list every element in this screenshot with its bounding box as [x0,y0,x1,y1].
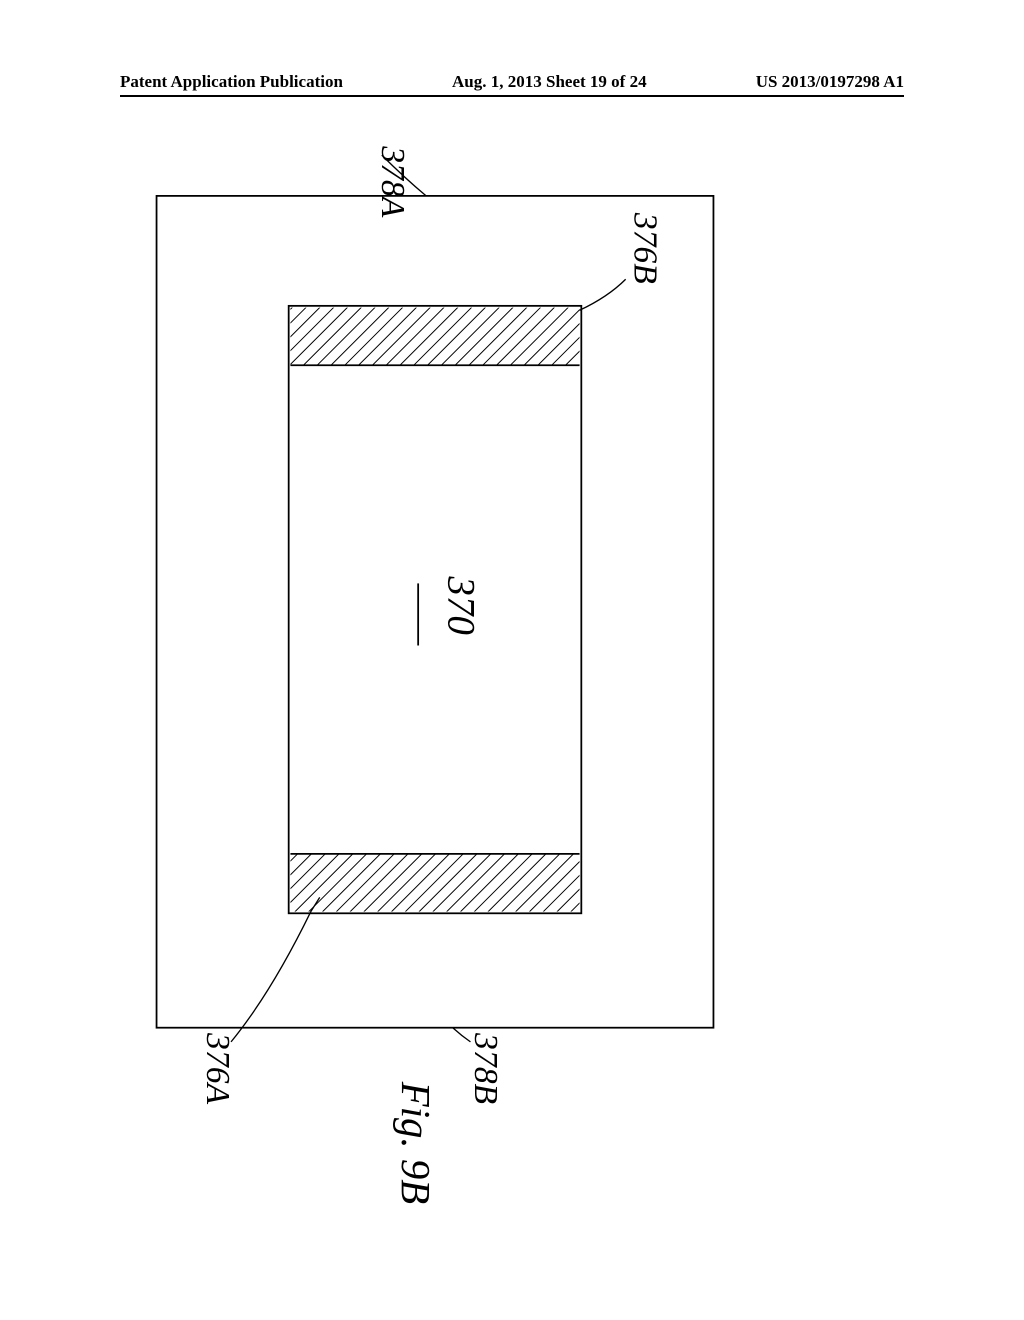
header-date-sheet: Aug. 1, 2013 Sheet 19 of 24 [452,72,647,92]
header-publication: Patent Application Publication [120,72,343,92]
label-376b: 376B [627,212,664,284]
header-divider [120,95,904,97]
hatched-region-376a [290,854,579,912]
leader-376a [231,897,320,1042]
inner-body-rect [289,306,582,913]
figure-svg: 378A 376B 370 376A 378B Fig. 9B [120,195,750,1135]
figure-caption: Fig. 9B [393,1081,438,1204]
header-pub-number: US 2013/0197298 A1 [756,72,904,92]
hatched-region-376b [290,308,579,366]
label-378b: 378B [467,1032,504,1104]
patent-figure-diagram: 378A 376B 370 376A 378B Fig. 9B [120,195,750,1135]
label-370: 370 [439,575,482,634]
page-header: Patent Application Publication Aug. 1, 2… [0,72,1024,92]
label-376a: 376A [199,1032,236,1105]
label-378a: 378A [374,145,411,218]
leader-376b [580,279,626,310]
